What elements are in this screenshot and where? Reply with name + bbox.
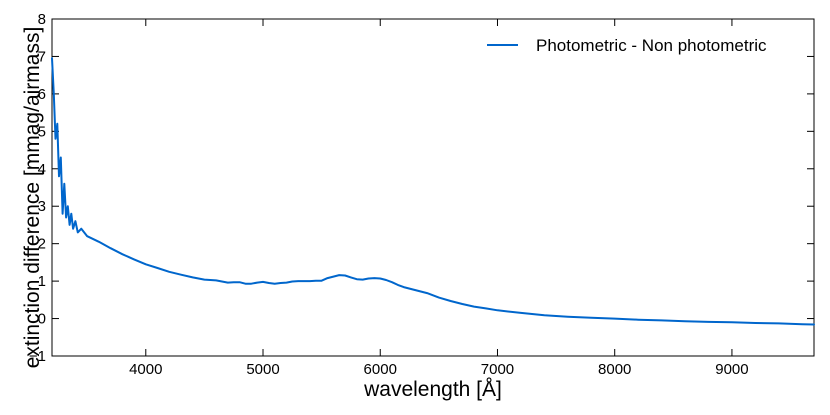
x-tick-label: 9000 <box>715 361 748 378</box>
axis-ticks <box>52 18 814 357</box>
legend-label: Photometric - Non photometric <box>536 36 767 55</box>
plot-frame <box>51 18 815 357</box>
y-tick-label: 6 <box>38 86 46 103</box>
y-tick-label: −1 <box>29 348 46 365</box>
y-tick-label: 3 <box>38 198 46 215</box>
x-tick-label: 5000 <box>246 361 279 378</box>
y-tick-label: 0 <box>38 311 46 328</box>
legend: Photometric - Non photometric <box>487 36 767 55</box>
series-line-photometric-difference <box>51 57 815 326</box>
y-axis-label: extinction difference [mmag/airmass] <box>21 27 44 369</box>
x-axis-label: wavelength [Å] <box>363 378 502 401</box>
y-tick-label: 2 <box>38 236 46 253</box>
y-tick-label: 1 <box>38 273 46 290</box>
x-tick-label: 4000 <box>129 361 162 378</box>
x-tick-label: 6000 <box>364 361 397 378</box>
y-tick-label: 8 <box>38 11 46 28</box>
tick-labels: 4000 5000 6000 7000 8000 9000 −1 0 1 2 3 4 5 6 7 8 <box>29 11 749 378</box>
y-tick-label: 5 <box>38 123 46 140</box>
x-tick-label: 7000 <box>481 361 514 378</box>
y-tick-label: 7 <box>38 48 46 65</box>
y-tick-label: 4 <box>38 161 46 178</box>
x-tick-label: 8000 <box>598 361 631 378</box>
